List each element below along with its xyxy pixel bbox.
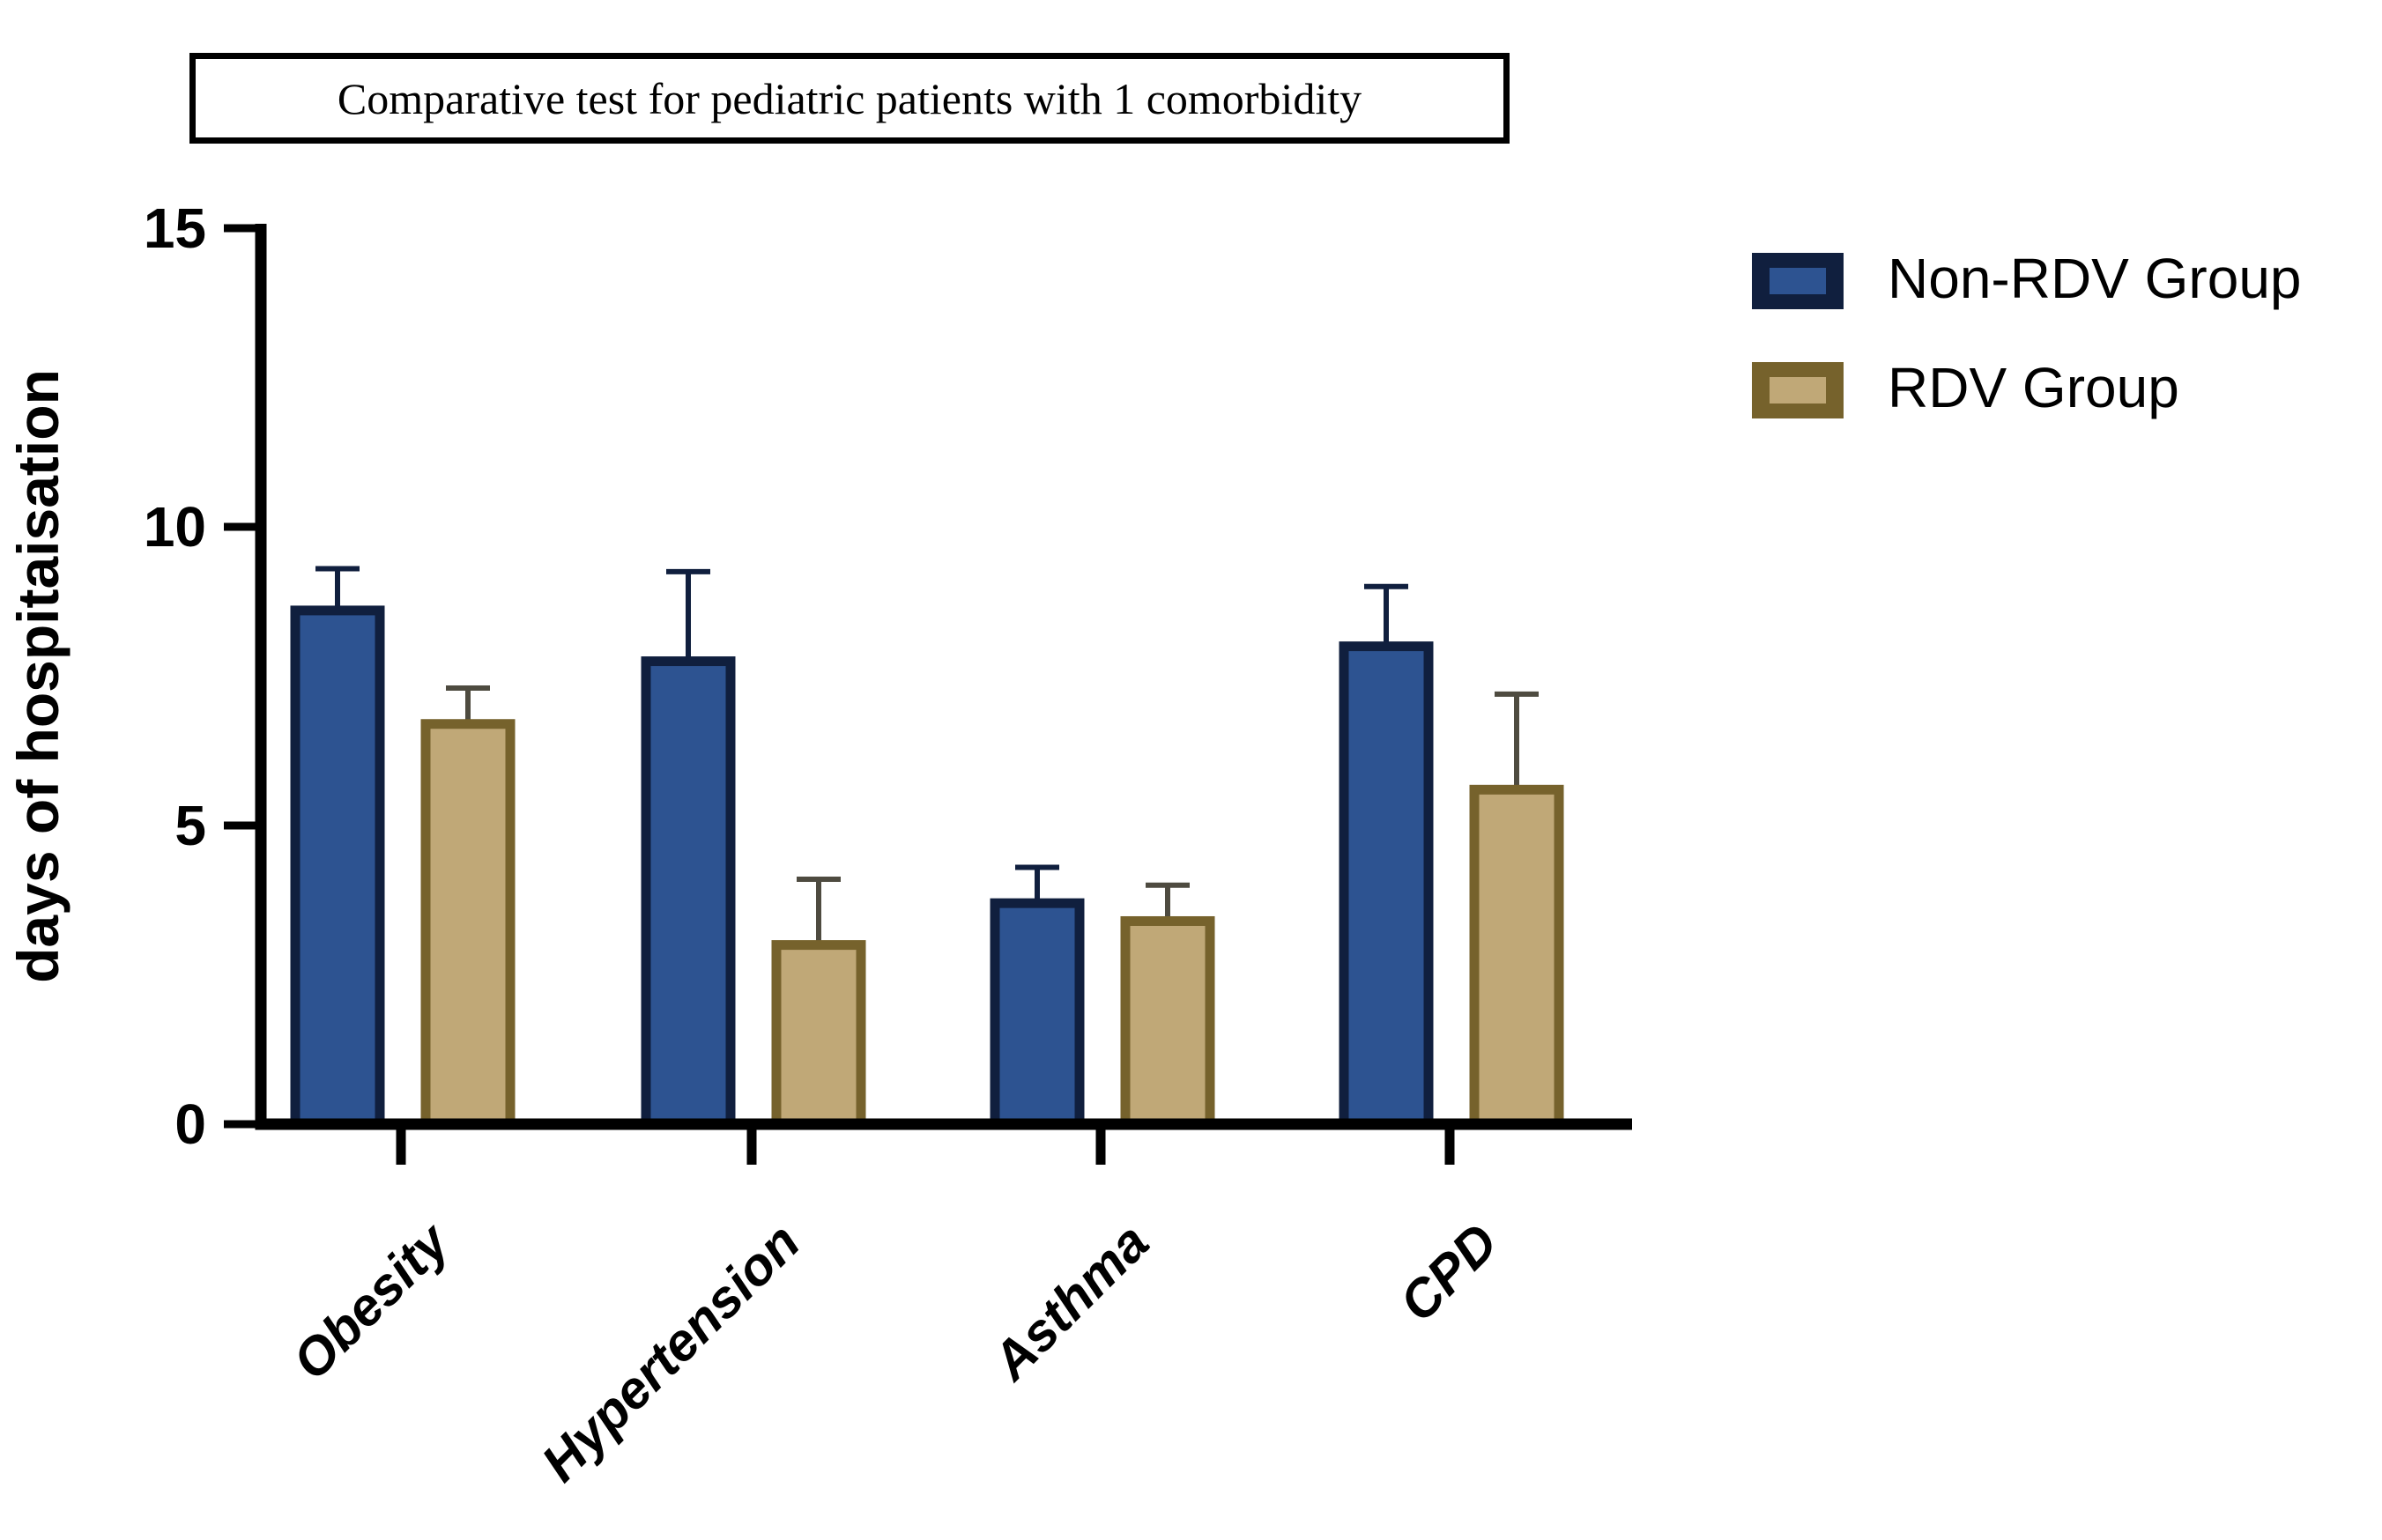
y-tick-label: 0 xyxy=(174,1092,206,1156)
x-category-label-asthma: Asthma xyxy=(980,1212,1160,1392)
x-category-label-obesity: Obesity xyxy=(281,1211,462,1391)
legend-swatch-non-rdv-icon xyxy=(1752,253,1844,309)
legend-swatch-rdv-icon xyxy=(1752,362,1844,418)
bar-cpd-rdv xyxy=(1469,784,1564,1129)
legend-swatch-inner xyxy=(1770,377,1826,404)
bar-hypertension-rdv xyxy=(771,940,866,1129)
x-category-label-cpd: CPD xyxy=(1388,1212,1509,1333)
bar-obesity-rdv xyxy=(420,719,516,1129)
y-tick-label: 5 xyxy=(174,794,206,857)
bar-hypertension-non-rdv xyxy=(641,656,736,1129)
chart-title: Comparative test for pediatric patients … xyxy=(337,73,1362,123)
chart-title-box: Comparative test for pediatric patients … xyxy=(189,53,1510,144)
bar-obesity-non-rdv xyxy=(290,605,385,1129)
legend-label-non-rdv-group: Non-RDV Group xyxy=(1888,247,2302,310)
x-category-label-hypertension: Hypertension xyxy=(531,1212,811,1492)
legend-label-rdv-group: RDV Group xyxy=(1888,356,2179,419)
bar-asthma-rdv xyxy=(1120,915,1215,1129)
y-axis-label: days of hospitaisation xyxy=(5,369,70,983)
y-tick-label: 15 xyxy=(144,196,206,260)
y-tick-label: 10 xyxy=(144,495,206,559)
bar-cpd-non-rdv xyxy=(1339,641,1434,1129)
legend-item-non-rdv-group: Non-RDV Group xyxy=(1752,250,2302,312)
chart-legend: Non-RDV Group RDV Group xyxy=(1752,250,2302,421)
bar-asthma-non-rdv xyxy=(990,898,1085,1129)
legend-swatch-inner xyxy=(1770,268,1826,294)
legend-item-rdv-group: RDV Group xyxy=(1752,359,2302,421)
